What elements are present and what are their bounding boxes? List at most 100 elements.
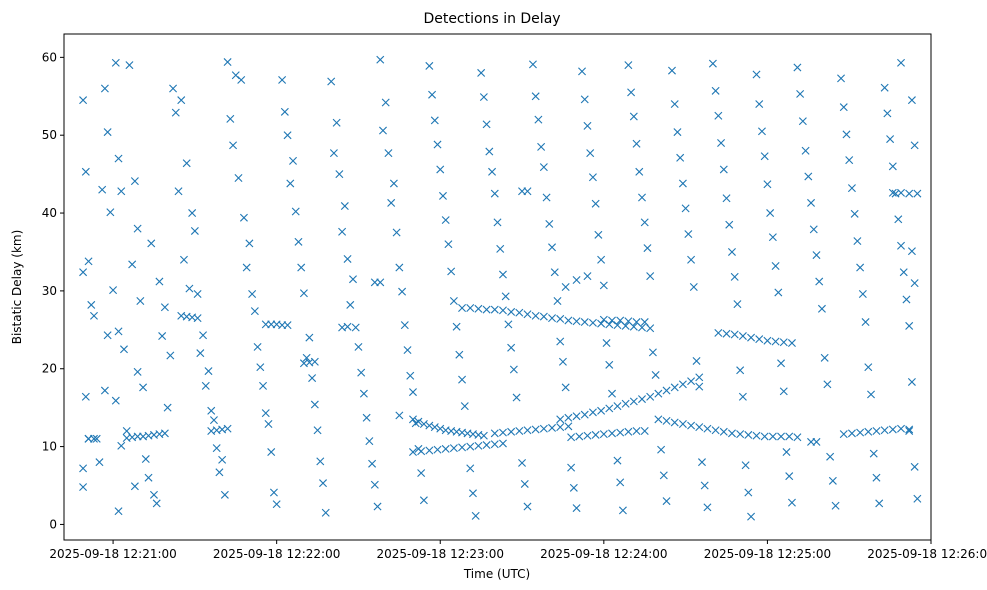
data-point <box>343 254 352 263</box>
data-point <box>482 441 491 450</box>
data-point <box>215 468 224 477</box>
data-point <box>556 423 565 432</box>
data-point <box>188 209 197 218</box>
data-point <box>605 360 614 369</box>
data-point <box>556 314 565 323</box>
data-point <box>343 322 352 331</box>
data-point <box>627 88 636 97</box>
data-point <box>867 390 876 399</box>
data-point <box>635 167 644 176</box>
data-point <box>305 333 314 342</box>
data-point <box>580 95 589 104</box>
data-point <box>785 432 794 441</box>
data-point <box>490 189 499 198</box>
data-point <box>787 339 796 348</box>
data-point <box>147 239 156 248</box>
data-point <box>155 277 164 286</box>
data-point <box>392 228 401 237</box>
data-point <box>425 421 434 430</box>
data-point <box>114 507 123 516</box>
data-point <box>599 430 608 439</box>
x-tick-label: 2025-09-18 12:21:00 <box>49 547 176 561</box>
data-point <box>648 348 657 357</box>
data-point <box>697 458 706 467</box>
data-point <box>490 305 499 314</box>
data-point <box>719 427 728 436</box>
data-point <box>886 135 895 144</box>
data-point <box>793 433 802 442</box>
data-point <box>727 429 736 438</box>
data-point <box>744 430 753 439</box>
data-point <box>504 320 513 329</box>
data-point <box>365 437 374 446</box>
data-point <box>114 154 123 163</box>
data-point <box>817 304 826 313</box>
data-point <box>406 371 415 380</box>
data-point <box>351 323 360 332</box>
data-point <box>100 386 109 395</box>
data-point <box>580 318 589 327</box>
data-point <box>798 117 807 126</box>
data-point <box>869 449 878 458</box>
data-point <box>490 429 499 438</box>
data-point <box>597 255 606 264</box>
y-axis-label: Bistatic Delay (km) <box>10 230 24 345</box>
data-point <box>913 189 922 198</box>
data-point <box>234 174 243 183</box>
data-point <box>520 479 529 488</box>
data-point <box>725 220 734 229</box>
data-point <box>777 359 786 368</box>
data-point <box>687 255 696 264</box>
data-point <box>842 130 851 139</box>
data-point <box>291 207 300 216</box>
data-point <box>564 316 573 325</box>
data-point <box>335 170 344 179</box>
data-point <box>95 458 104 467</box>
data-point <box>474 441 483 450</box>
data-point <box>449 444 458 453</box>
data-point <box>419 496 428 505</box>
data-point <box>160 429 169 438</box>
data-point <box>839 103 848 112</box>
data-point <box>856 428 865 437</box>
data-point <box>338 227 347 236</box>
data-point <box>261 409 270 418</box>
data-point <box>809 225 818 234</box>
data-point <box>368 459 377 468</box>
data-point <box>624 61 633 70</box>
data-point <box>458 375 467 384</box>
data-point <box>801 146 810 155</box>
data-point <box>417 447 426 456</box>
data-point <box>444 240 453 249</box>
data-point <box>676 153 685 162</box>
data-point <box>523 310 532 319</box>
data-points <box>79 55 922 521</box>
data-point <box>564 413 573 422</box>
data-point <box>283 131 292 140</box>
data-point <box>430 116 439 125</box>
data-point <box>907 96 916 105</box>
data-point <box>902 295 911 304</box>
data-point <box>599 315 608 324</box>
data-point <box>659 471 668 480</box>
plot-frame <box>63 33 932 541</box>
data-point <box>125 61 134 70</box>
data-point <box>875 499 884 508</box>
data-point <box>616 428 625 437</box>
data-point <box>638 193 646 202</box>
data-point <box>447 267 456 276</box>
data-point <box>913 494 922 503</box>
data-point <box>684 230 693 239</box>
data-point <box>79 268 88 277</box>
data-point <box>605 320 614 329</box>
data-point <box>768 432 777 441</box>
data-point <box>384 149 393 158</box>
data-point <box>583 121 592 130</box>
data-point <box>474 304 483 313</box>
data-point <box>340 202 349 211</box>
y-tick-label: 20 <box>42 362 57 376</box>
data-point <box>779 387 788 396</box>
x-tick-label: 2025-09-18 12:25:00 <box>704 547 831 561</box>
data-point <box>561 383 570 392</box>
